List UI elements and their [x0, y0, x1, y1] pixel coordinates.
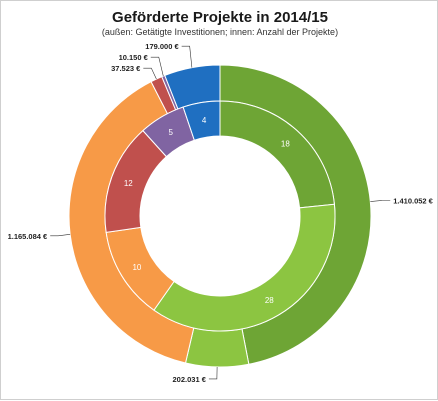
inner-labels: 18 28 10 12 5 4 [124, 116, 290, 305]
inner-label-1: 28 [265, 296, 274, 305]
inner-label-5: 4 [202, 116, 207, 125]
outer-leader-4 [150, 56, 164, 77]
outer-label-2: 1.165.084 € [8, 232, 48, 241]
inner-slice-1 [153, 203, 336, 332]
inner-label-0: 18 [281, 140, 290, 149]
outer-labels: 1.410.052 € 202.031 € 1.165.084 € 37.523 € 1… [8, 42, 434, 384]
outer-slice-1 [184, 327, 250, 368]
outer-leader-5 [181, 45, 193, 68]
outer-leader-1 [208, 366, 218, 380]
outer-label-5: 179.000 € [145, 42, 179, 51]
chart-title: Geförderte Projekte in 2014/15 [112, 9, 328, 26]
inner-ring [104, 100, 336, 332]
chart-subtitle: (außen: Getätigte Investitionen; innen: … [102, 27, 338, 37]
inner-label-4: 5 [168, 128, 173, 137]
outer-label-leaders [50, 45, 391, 380]
outer-leader-3 [143, 67, 157, 80]
outer-label-4: 10.150 € [119, 53, 149, 62]
outer-label-1: 202.031 € [173, 375, 207, 384]
inner-slice-5 [182, 100, 221, 141]
outer-leader-2 [50, 234, 71, 237]
outer-leader-0 [370, 200, 391, 202]
outer-label-0: 1.410.052 € [393, 196, 433, 205]
outer-label-3: 37.523 € [111, 64, 141, 73]
inner-label-3: 12 [124, 179, 133, 188]
inner-label-2: 10 [132, 263, 141, 272]
